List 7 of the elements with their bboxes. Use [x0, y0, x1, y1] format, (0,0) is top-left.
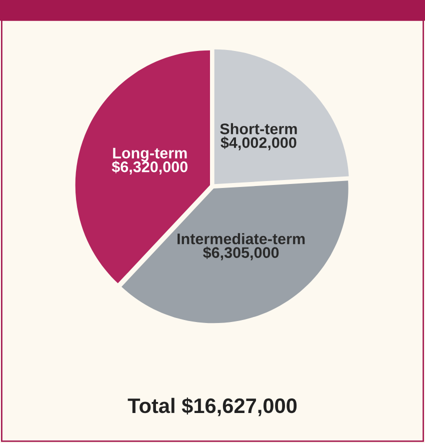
slice-label: Short-term	[220, 123, 297, 134]
data-label: $4,002,000	[220, 136, 296, 150]
slice-label: Long-term	[113, 148, 187, 162]
slice-label: Intermediate-term	[178, 233, 305, 244]
text: Total $16,627,000	[128, 397, 297, 416]
data-label: $6,320,000	[112, 160, 188, 174]
data-label: $6,305,000	[203, 246, 279, 260]
